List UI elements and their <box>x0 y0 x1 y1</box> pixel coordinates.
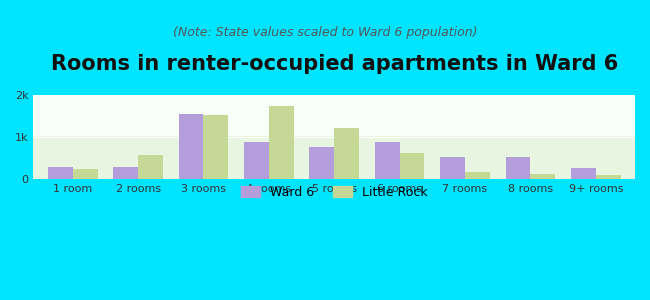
Bar <box>465 172 490 179</box>
Bar <box>530 174 555 179</box>
Bar <box>269 106 294 179</box>
Bar <box>244 142 269 179</box>
Bar <box>440 157 465 179</box>
Text: (Note: State values scaled to Ward 6 population): (Note: State values scaled to Ward 6 pop… <box>173 26 477 39</box>
Bar <box>375 142 400 179</box>
Bar <box>571 168 596 179</box>
Bar <box>48 167 73 179</box>
Bar <box>73 169 98 179</box>
Bar <box>203 115 228 179</box>
Bar <box>400 153 424 179</box>
Bar <box>596 175 621 179</box>
Bar <box>113 167 138 179</box>
Bar <box>138 154 163 179</box>
Title: Rooms in renter-occupied apartments in Ward 6: Rooms in renter-occupied apartments in W… <box>51 54 618 74</box>
Bar <box>334 128 359 179</box>
Bar <box>506 157 530 179</box>
Bar <box>179 114 203 179</box>
Bar <box>309 147 334 179</box>
Legend: Ward 6, Little Rock: Ward 6, Little Rock <box>235 180 434 205</box>
